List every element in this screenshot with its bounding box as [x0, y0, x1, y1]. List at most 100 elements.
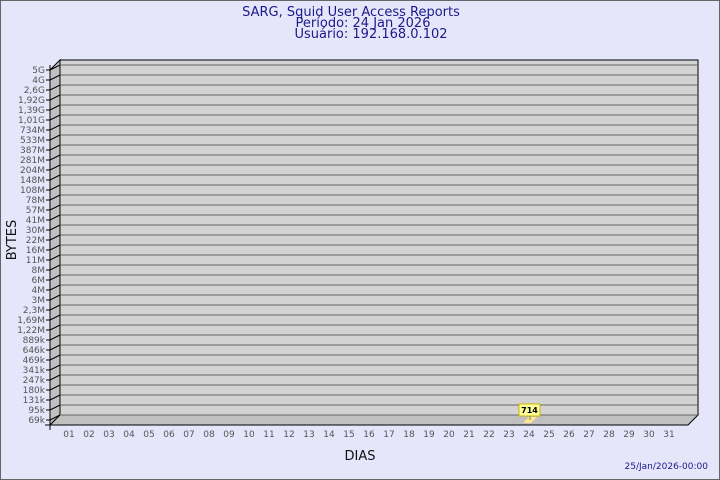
x-tick-label: 26: [563, 430, 575, 440]
y-tick-slant: [49, 154, 61, 161]
y-tick-label: 5G: [32, 66, 45, 76]
y-tick-label: 734M: [20, 126, 45, 136]
y-tick-label: 204M: [20, 166, 45, 176]
y-tick-label: 108M: [20, 186, 45, 196]
y-tick-label: 341k: [23, 366, 46, 376]
y-tick-label: 1,92G: [18, 96, 45, 106]
y-tick-label: 4M: [32, 286, 46, 296]
x-tick-label: 16: [363, 430, 375, 440]
x-tick-label: 22: [483, 430, 494, 440]
chart-title: SARG, Squid User Access Reports: [242, 5, 460, 20]
y-tick-slant: [49, 184, 61, 191]
y-tick-label: 6M: [32, 276, 46, 286]
x-tick-label: 28: [603, 430, 615, 440]
y-tick-label: 2,6G: [24, 86, 45, 96]
x-tick-label: 05: [143, 430, 154, 440]
x-tick-label: 31: [663, 430, 674, 440]
y-axis-label: BYTES: [5, 220, 20, 261]
x-tick-label: 13: [303, 430, 314, 440]
y-tick-slant: [49, 394, 61, 401]
x-tick-label: 04: [123, 430, 135, 440]
x-tick-label: 11: [263, 430, 274, 440]
y-tick-slant: [49, 294, 61, 301]
y-tick-slant: [49, 74, 61, 81]
x-tick-label: 21: [463, 430, 474, 440]
y-tick-slant: [49, 264, 61, 271]
y-tick-slant: [49, 414, 61, 421]
y-tick-slant: [49, 254, 61, 261]
y-tick-slant: [49, 314, 61, 321]
y-tick-label: 148M: [20, 176, 45, 186]
y-tick-slant: [49, 124, 61, 131]
x-tick-label: 14: [323, 430, 335, 440]
x-tick-label: 12: [283, 430, 294, 440]
y-tick-slant: [49, 244, 61, 251]
y-tick-label: 281M: [20, 156, 45, 166]
y-tick-slant: [49, 234, 61, 241]
y-tick-slant: [49, 164, 61, 171]
y-tick-label: 533M: [20, 136, 45, 146]
x-tick-label: 27: [583, 430, 594, 440]
x-tick-label: 17: [383, 430, 394, 440]
plot-side-wall: [49, 58, 61, 427]
y-tick-slant: [49, 204, 61, 211]
y-tick-slant: [49, 364, 61, 371]
bar-value-label: 714: [521, 406, 538, 415]
y-tick-label: 180k: [23, 386, 46, 396]
y-tick-label: 247k: [23, 376, 46, 386]
y-tick-slant: [49, 374, 61, 381]
y-tick-label: 646k: [23, 346, 46, 356]
y-tick-slant: [49, 214, 61, 221]
x-tick-label: 29: [623, 430, 635, 440]
x-tick-label: 09: [223, 430, 235, 440]
x-tick-label: 01: [63, 430, 74, 440]
plot-back-wall: [59, 59, 699, 416]
y-tick-label: 30M: [26, 226, 45, 236]
y-tick-label: 22M: [26, 236, 45, 246]
y-tick-label: 1,22M: [17, 326, 45, 336]
y-tick-label: 1,39G: [18, 106, 45, 116]
y-tick-label: 1,01G: [18, 116, 45, 126]
x-tick-label: 08: [203, 430, 215, 440]
y-tick-label: 889k: [23, 336, 46, 346]
y-tick-slant: [49, 284, 61, 291]
x-tick-label: 20: [443, 430, 455, 440]
plot-floor: [48, 414, 700, 426]
x-tick-label: 18: [403, 430, 415, 440]
x-tick-label: 10: [243, 430, 255, 440]
y-tick-label: 69k: [28, 416, 45, 426]
x-tick-label: 03: [103, 430, 114, 440]
y-tick-label: 1,69M: [17, 316, 45, 326]
y-tick-slant: [49, 324, 61, 331]
y-tick-label: 95k: [28, 406, 45, 416]
y-tick-label: 3M: [32, 296, 46, 306]
y-tick-label: 11M: [26, 256, 45, 266]
y-tick-slant: [49, 134, 61, 141]
x-tick-label: 25: [543, 430, 554, 440]
y-tick-slant: [49, 224, 61, 231]
y-tick-slant: [49, 384, 61, 391]
chart-period: Período: 24 Jan 2026: [296, 16, 431, 31]
x-tick-label: 23: [503, 430, 514, 440]
bar-label-box: [518, 403, 541, 417]
y-tick-slant: [49, 144, 61, 151]
y-tick-slant: [49, 114, 61, 121]
y-tick-label: 8M: [32, 266, 46, 276]
y-tick-slant: [49, 64, 61, 71]
y-tick-slant: [49, 344, 61, 351]
chart-user: Usuário: 192.168.0.102: [294, 27, 447, 42]
footer-timestamp: 25/Jan/2026-00:00: [625, 462, 709, 472]
x-tick-label: 19: [423, 430, 435, 440]
y-tick-label: 469k: [23, 356, 46, 366]
y-tick-slant: [49, 304, 61, 311]
y-tick-slant: [49, 404, 61, 411]
x-tick-label: 30: [643, 430, 655, 440]
y-tick-label: 387M: [20, 146, 45, 156]
y-tick-label: 4G: [32, 76, 45, 86]
x-tick-label: 07: [183, 430, 194, 440]
y-tick-slant: [49, 194, 61, 201]
y-tick-slant: [49, 274, 61, 281]
y-tick-label: 78M: [26, 196, 45, 206]
y-tick-slant: [49, 104, 61, 111]
